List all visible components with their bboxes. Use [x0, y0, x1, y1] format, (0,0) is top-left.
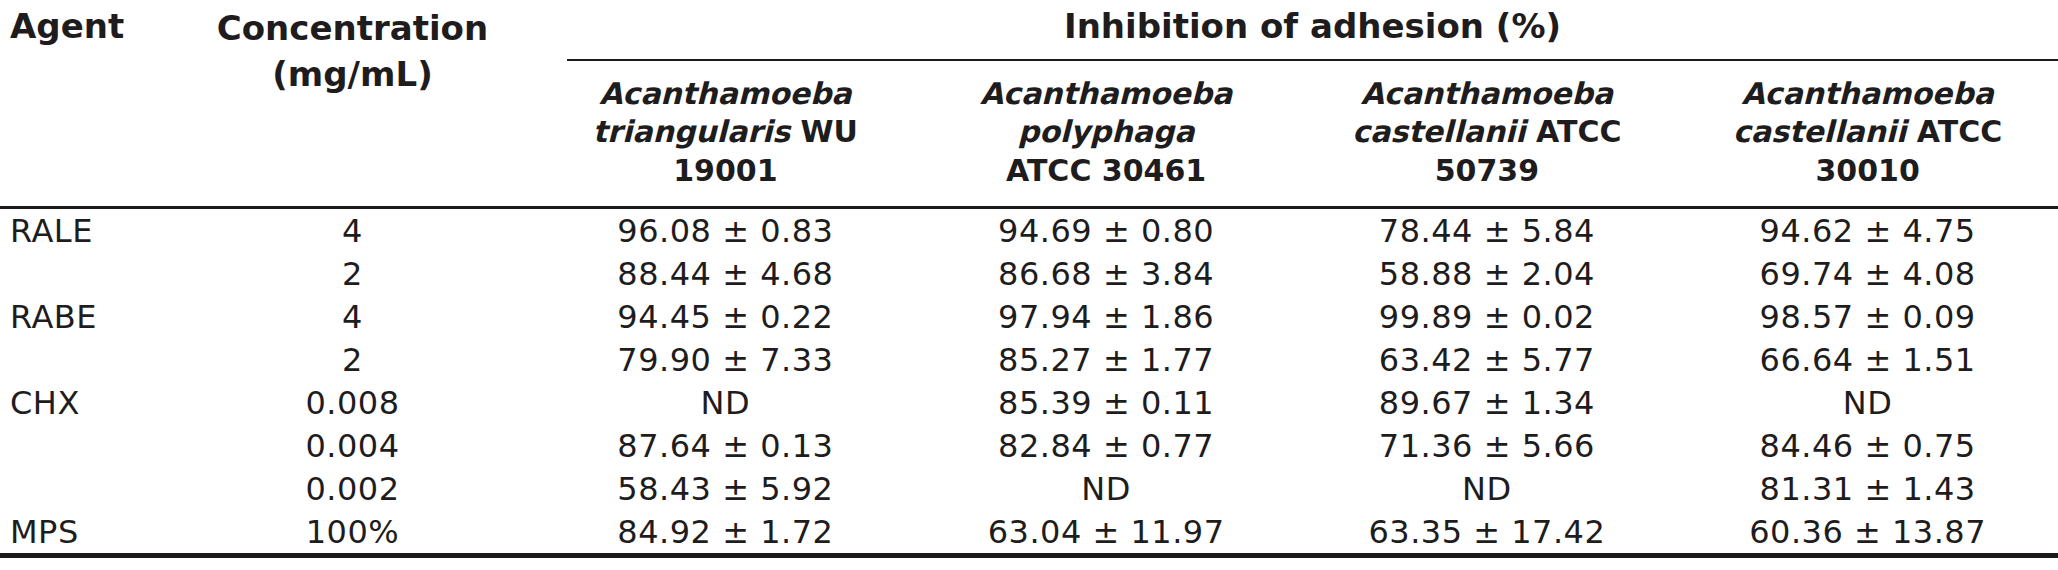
- species-name-part: Acanthamoeba: [599, 76, 851, 111]
- value-cell: 71.36 ± 5.66: [1297, 424, 1678, 467]
- table-row: RABE 4 94.45 ± 0.22 97.94 ± 1.86 99.89 ±…: [0, 295, 2058, 338]
- value-cell: 63.42 ± 5.77: [1297, 338, 1678, 381]
- value-cell: 63.35 ± 17.42: [1297, 510, 1678, 556]
- value-cell: 86.68 ± 3.84: [916, 252, 1297, 295]
- column-header-species-4: Acanthamoeba castellaniiATCC 30010: [1677, 61, 2058, 208]
- value-cell: 94.69 ± 0.80: [916, 208, 1297, 253]
- agent-cell: RABE: [0, 295, 170, 338]
- value-cell: 66.64 ± 1.51: [1677, 338, 2058, 381]
- table-row: 2 88.44 ± 4.68 86.68 ± 3.84 58.88 ± 2.04…: [0, 252, 2058, 295]
- strain-code-part: 50739: [1435, 153, 1539, 188]
- table-row: RALE 4 96.08 ± 0.83 94.69 ± 0.80 78.44 ±…: [0, 208, 2058, 253]
- strain-code-part: WU: [790, 114, 858, 149]
- value-cell: 63.04 ± 11.97: [916, 510, 1297, 556]
- concentration-header-line2: (mg/mL): [272, 54, 432, 94]
- value-cell: 97.94 ± 1.86: [916, 295, 1297, 338]
- value-cell: 84.92 ± 1.72: [535, 510, 916, 556]
- concentration-cell: 0.004: [170, 424, 535, 467]
- concentration-cell: 0.008: [170, 381, 535, 424]
- adhesion-inhibition-table: Agent Concentration (mg/mL) Inhibition o…: [0, 0, 2058, 558]
- agent-cell: CHX: [0, 381, 170, 424]
- concentration-cell: 2: [170, 252, 535, 295]
- value-cell: ND: [1677, 381, 2058, 424]
- value-cell: 82.84 ± 0.77: [916, 424, 1297, 467]
- value-cell: 58.43 ± 5.92: [535, 467, 916, 510]
- strain-code-part: 19001: [673, 153, 777, 188]
- concentration-cell: 4: [170, 208, 535, 253]
- value-cell: 94.62 ± 4.75: [1677, 208, 2058, 253]
- value-cell: ND: [916, 467, 1297, 510]
- concentration-header-line1: Concentration: [217, 8, 488, 48]
- agent-cell: [0, 338, 170, 381]
- table-row: CHX 0.008 ND 85.39 ± 0.11 89.67 ± 1.34 N…: [0, 381, 2058, 424]
- value-cell: 78.44 ± 5.84: [1297, 208, 1678, 253]
- spanner-header: Inhibition of adhesion (%): [535, 0, 2058, 61]
- value-cell: 84.46 ± 0.75: [1677, 424, 2058, 467]
- value-cell: 96.08 ± 0.83: [535, 208, 916, 253]
- value-cell: ND: [535, 381, 916, 424]
- agent-cell: MPS: [0, 510, 170, 556]
- table-body: RALE 4 96.08 ± 0.83 94.69 ± 0.80 78.44 ±…: [0, 208, 2058, 556]
- value-cell: 79.90 ± 7.33: [535, 338, 916, 381]
- value-cell: 89.67 ± 1.34: [1297, 381, 1678, 424]
- column-header-species-1: Acanthamoeba triangularisWU 19001: [535, 61, 916, 208]
- strain-code-part: 30010: [1815, 153, 1919, 188]
- concentration-cell: 0.002: [170, 467, 535, 510]
- value-cell: 94.45 ± 0.22: [535, 295, 916, 338]
- table-header: Agent Concentration (mg/mL) Inhibition o…: [0, 0, 2058, 208]
- value-cell: ND: [1297, 467, 1678, 510]
- column-header-species-2: Acanthamoeba polyphaga ATCC 30461: [916, 61, 1297, 208]
- agent-header-label: Agent: [10, 6, 124, 46]
- agent-cell: [0, 467, 170, 510]
- column-header-agent: Agent: [0, 0, 170, 208]
- value-cell: 99.89 ± 0.02: [1297, 295, 1678, 338]
- species-name-part: Acanthamoeba: [980, 76, 1232, 111]
- table-row: MPS 100% 84.92 ± 1.72 63.04 ± 11.97 63.3…: [0, 510, 2058, 556]
- value-cell: 58.88 ± 2.04: [1297, 252, 1678, 295]
- value-cell: 88.44 ± 4.68: [535, 252, 916, 295]
- concentration-cell: 2: [170, 338, 535, 381]
- strain-code-part: ATCC 30461: [1006, 153, 1206, 188]
- agent-cell: RALE: [0, 208, 170, 253]
- species-name-part: castellanii: [1352, 114, 1525, 149]
- value-cell: 87.64 ± 0.13: [535, 424, 916, 467]
- concentration-cell: 100%: [170, 510, 535, 556]
- value-cell: 81.31 ± 1.43: [1677, 467, 2058, 510]
- concentration-cell: 4: [170, 295, 535, 338]
- table-row: 0.004 87.64 ± 0.13 82.84 ± 0.77 71.36 ± …: [0, 424, 2058, 467]
- agent-cell: [0, 252, 170, 295]
- column-header-species-3: Acanthamoeba castellaniiATCC 50739: [1297, 61, 1678, 208]
- value-cell: 69.74 ± 4.08: [1677, 252, 2058, 295]
- table-row: 0.002 58.43 ± 5.92 ND ND 81.31 ± 1.43: [0, 467, 2058, 510]
- species-name-part: Acanthamoeba: [1361, 76, 1613, 111]
- spanner-header-label: Inhibition of adhesion (%): [567, 0, 2058, 61]
- strain-code-part: ATCC: [1906, 114, 2002, 149]
- species-name-part: Acanthamoeba: [1741, 76, 1993, 111]
- value-cell: 85.39 ± 0.11: [916, 381, 1297, 424]
- species-name-part: castellanii: [1733, 114, 1906, 149]
- column-header-concentration: Concentration (mg/mL): [170, 0, 535, 208]
- value-cell: 60.36 ± 13.87: [1677, 510, 2058, 556]
- value-cell: 98.57 ± 0.09: [1677, 295, 2058, 338]
- species-name-part: triangularis: [593, 114, 790, 149]
- agent-cell: [0, 424, 170, 467]
- species-name-part: polyphaga: [1018, 114, 1195, 149]
- value-cell: 85.27 ± 1.77: [916, 338, 1297, 381]
- table-row: 2 79.90 ± 7.33 85.27 ± 1.77 63.42 ± 5.77…: [0, 338, 2058, 381]
- strain-code-part: ATCC: [1526, 114, 1622, 149]
